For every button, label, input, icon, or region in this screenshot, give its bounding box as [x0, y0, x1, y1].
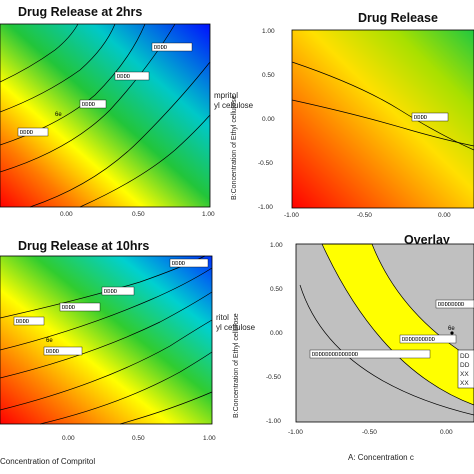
panel-drug-release-2hrs: Drug Release at 2hrs DDDD DDDD DDDD DDDD…	[0, 5, 254, 218]
panel-4-contour-labels: DDDDDDDDDDDDDD DDDDDDDDDD DDDDDDDD	[309, 299, 474, 359]
panel-4-y-tick: 0.50	[270, 286, 283, 293]
panel-4-x-tick: -0.50	[362, 429, 377, 436]
panel-4-contour-label: DDDDDDDD	[438, 302, 465, 308]
panel-3-x-tick: 1.00	[203, 435, 216, 442]
panel-3-point-label: 6e	[46, 338, 53, 344]
panel-2-y-tick: -0.50	[258, 160, 273, 167]
panel-1-contour-label: DDDD	[117, 74, 130, 80]
panel-4-y-tick: 1.00	[270, 242, 283, 249]
panel-2-y-axis-label: B:Concentration of Ethyl cellulose	[231, 95, 238, 200]
panel-1-contour-label: DDDD	[20, 130, 33, 136]
panel-1-frame	[0, 23, 211, 208]
panel-3-x-tick: 0.50	[132, 435, 145, 442]
panel-4-contour-label: DDDDDDDDDDDDDD	[312, 352, 358, 358]
panel-2-y-tick: -1.00	[258, 204, 273, 211]
panel-4-legend-entry: DD	[460, 362, 470, 369]
panel-4-y-tick: -0.50	[266, 374, 281, 381]
panel-2-contour-label: DDDD	[414, 115, 427, 121]
panel-3-x-ticks: 0.00 0.50 1.00	[62, 435, 216, 442]
panel-4-boundary-lower	[299, 284, 474, 416]
panel-4-y-tick: 0.00	[270, 330, 283, 337]
panel-4-frame	[295, 243, 474, 423]
panel-4-legend: DD DD XX XX	[457, 349, 474, 389]
panel-4-y-tick: -1.00	[266, 418, 281, 425]
panel-3-contour-label: DDDD	[62, 305, 75, 311]
panel-3-contour-label: DDDD	[172, 261, 185, 267]
panel-1-x-tick: 1.00	[202, 211, 215, 218]
panel-2-frame	[291, 29, 474, 209]
panel-1-contour-label: DDDD	[154, 45, 167, 51]
panel-2-y-tick: 0.00	[262, 116, 275, 123]
panel-3-x-axis-label: Concentration of Compritol	[0, 457, 95, 466]
panel-4-legend-entry: DD	[460, 353, 470, 360]
panel-3-contour-label: DDDD	[16, 319, 29, 325]
panel-1-contour-label: DDDD	[82, 102, 95, 108]
panel-1-title: Drug Release at 2hrs	[18, 5, 142, 19]
panel-4-y-ticks: 1.00 0.50 0.00 -0.50 -1.00	[266, 242, 283, 425]
panel-2-x-tick: 0.00	[438, 212, 451, 219]
panel-1-x-tick: 0.00	[60, 211, 73, 218]
panel-drug-release: Drug Release DDDD 1.00 0.50 0.00 -0.50 -…	[231, 11, 474, 219]
panel-1-surface	[0, 24, 210, 207]
panel-3-contour-labels: DDDD DDDD DDDD DDDD DDDD	[13, 258, 209, 356]
panel-2-contours	[291, 61, 474, 151]
panel-2-y-ticks: 1.00 0.50 0.00 -0.50 -1.00	[258, 28, 275, 211]
panel-1-side-label-1: mpritol	[214, 91, 238, 100]
panel-4-title: Overlay	[404, 233, 450, 247]
panel-1-x-ticks: 0.00 0.50 1.00	[60, 211, 215, 218]
panel-4-x-axis-label: A: Concentration c	[348, 453, 414, 462]
panel-overlay: Overlay DDDDDDDDDDDDDD DDDDDDDDDD DDDDDD…	[233, 233, 474, 462]
panel-3-title: Drug Release at 10hrs	[18, 239, 149, 253]
panel-1-side-label-2: yl cellulose	[214, 101, 254, 110]
panel-1-contour-labels: DDDD DDDD DDDD DDDD	[17, 42, 193, 137]
panel-1-x-tick: 0.50	[132, 211, 145, 218]
panel-4-x-tick: 0.00	[440, 429, 453, 436]
panel-4-y-axis-label: B:Concentration of Ethyl cellulose	[233, 313, 240, 418]
panel-2-y-tick: 0.50	[262, 72, 275, 79]
panel-2-x-tick: -1.00	[284, 212, 299, 219]
panel-3-frame	[0, 255, 213, 425]
panel-drug-release-10hrs: Drug Release at 10hrs DDDD DDDD DDDD DDD…	[0, 239, 256, 466]
panel-4-point-label: 6e	[448, 326, 455, 332]
panel-3-side-label-2: yl cellulose	[216, 323, 256, 332]
panel-2-y-tick: 1.00	[262, 28, 275, 35]
panel-3-contour-label: DDDD	[104, 289, 117, 295]
panel-2-x-ticks: -1.00 -0.50 0.00	[284, 212, 451, 219]
panel-2-x-tick: -0.50	[357, 212, 372, 219]
panel-4-legend-entry: XX	[460, 380, 469, 387]
panel-3-surface	[0, 256, 212, 424]
panel-2-title: Drug Release	[358, 11, 438, 25]
panel-4-legend-entry: XX	[460, 371, 469, 378]
panel-1-point-label: 6e	[55, 112, 62, 118]
panel-3-side-label-1: ritol	[216, 313, 229, 322]
panel-4-design-point	[450, 331, 454, 335]
panel-4-x-ticks: -1.00 -0.50 0.00	[288, 429, 453, 436]
panel-4-contour-label: DDDDDDDDDD	[402, 337, 435, 343]
panel-3-contour-label: DDDD	[46, 349, 59, 355]
panel-3-x-tick: 0.00	[62, 435, 75, 442]
panel-4-x-tick: -1.00	[288, 429, 303, 436]
